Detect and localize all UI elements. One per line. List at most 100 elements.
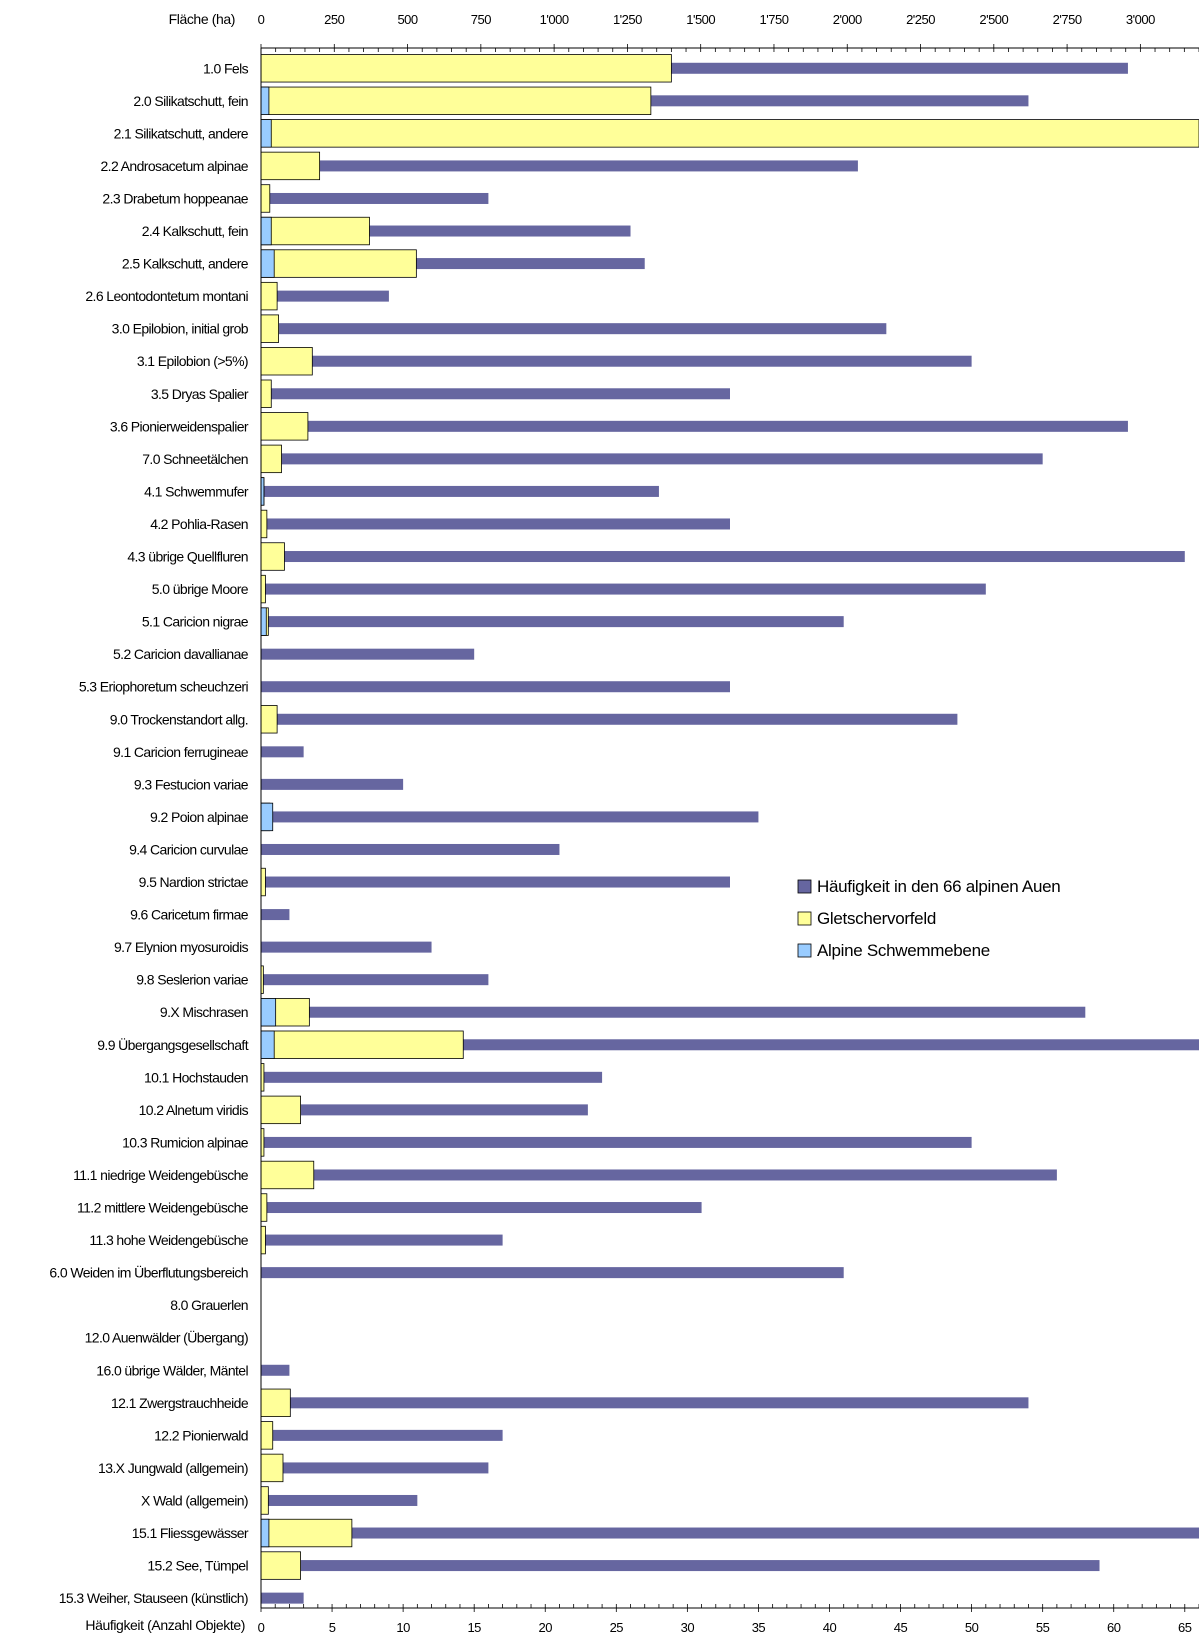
frequency-bar [261,551,1185,562]
frequency-bar [261,1104,588,1115]
category-label: 3.0 Epilobion, initial grob [112,321,249,337]
glacier-area-bar [261,217,369,245]
glacier-area-bar [261,1454,283,1482]
category-label: 4.3 übrige Quellfluren [127,549,248,565]
floodplain-area-bar [261,250,274,278]
category-label: 8.0 Grauerlen [170,1297,248,1313]
glacier-area-bar [261,1161,314,1189]
frequency-bar [261,453,1043,464]
category-label: 12.1 Zwergstrauchheide [111,1395,249,1411]
bottom-axis-tick-label: 25 [610,1620,624,1635]
frequency-bar [261,746,304,757]
glacier-area-bar [261,347,312,375]
bottom-axis-tick-label: 55 [1036,1620,1050,1635]
category-labels: 1.0 Fels 2.0 Silikatschutt, fein 2.1 Silik… [49,48,261,1608]
category-label: X Wald (allgemein) [141,1492,248,1508]
glacier-area-bar [261,87,651,115]
category-label: 13.X Jungwald (allgemein) [98,1460,248,1476]
bottom-axis-tick-label: 5 [329,1620,336,1635]
frequency-bar [261,681,730,692]
frequency-bar [261,1430,503,1441]
top-axis-tick-label: 1'250 [613,12,642,27]
legend-label-frequency: Häufigkeit in den 66 alpinen Auen [817,877,1060,896]
bottom-axis-tick-label: 30 [681,1620,695,1635]
glacier-area-bar [261,413,308,441]
category-label: 9.9 Übergangsgesellschaft [97,1036,248,1053]
frequency-bar [261,909,289,920]
top-axis-tick-label: 1'750 [760,12,789,27]
category-label: 5.2 Caricion davallianae [113,646,249,662]
legend-swatch-glacier [798,912,811,925]
category-label: 4.1 Schwemmufer [144,483,249,499]
frequency-bar [261,942,432,953]
bottom-axis-tick-label: 0 [258,1620,265,1635]
bars-layer [261,55,1199,1604]
frequency-bar [261,616,844,627]
frequency-bar [261,877,730,888]
category-label: 11.3 hohe Weidengebüsche [89,1232,248,1248]
category-label: 9.7 Elynion myosuroidis [114,939,249,955]
legend-swatch-floodplain [798,944,811,957]
category-label: 5.0 übrige Moore [152,581,249,597]
floodplain-area-bar [261,1519,269,1547]
frequency-bar [261,1495,417,1506]
category-label: 3.5 Dryas Spalier [151,386,249,402]
category-label: 15.1 Fliessgewässer [132,1525,249,1541]
glacier-area-bar [261,380,271,408]
glacier-area-bar [261,1552,301,1580]
top-axis-tick-label: 750 [471,12,491,27]
glacier-area-bar [261,1487,268,1515]
bottom-axis-tick-label: 65 [1178,1620,1192,1635]
category-label: 5.1 Caricion nigrae [142,614,249,630]
top-axis-tick-label: 3'000 [1126,12,1155,27]
frequency-bar [261,779,403,790]
frequency-bar [261,1593,304,1604]
category-label: 4.2 Pohlia-Rasen [150,516,248,532]
frequency-bar [261,323,886,334]
top-axis-tick-label: 0 [258,12,265,27]
category-label: 10.1 Hochstauden [144,1069,248,1085]
top-axis: 0 250 500 750 1'000 1'250 1'500 1'750 2'000 2'250… [258,12,1199,52]
frequency-bar [261,584,986,595]
frequency-bar [261,1365,289,1376]
frequency-bar [261,160,858,171]
frequency-bar [261,1267,844,1278]
category-label: 10.2 Alnetum viridis [139,1102,249,1118]
glacier-area-bar [261,1031,463,1059]
glacier-area-bar [261,1422,273,1450]
bottom-axis-tick-label: 40 [823,1620,837,1635]
glacier-area-bar [261,250,416,278]
frequency-bar [261,1202,702,1213]
category-label: 5.3 Eriophoretum scheuchzeri [79,679,249,695]
category-label: 2.4 Kalkschutt, fein [142,223,248,239]
glacier-area-bar [261,445,282,473]
category-label: 9.4 Caricion curvulae [129,841,249,857]
glacier-area-bar [261,1519,352,1547]
glacier-area-bar [261,510,267,538]
category-label: 1.0 Fels [203,60,249,76]
bottom-axis-tick-label: 50 [965,1620,979,1635]
floodplain-area-bar [261,608,266,636]
frequency-bar [261,714,957,725]
frequency-bar [261,486,659,497]
frequency-bar [261,356,972,367]
glacier-area-bar [261,282,277,310]
top-axis-tick-label: 500 [397,12,417,27]
glacier-area-bar [261,575,265,603]
glacier-area-bar [261,1226,265,1254]
category-label: 7.0 Schneetälchen [142,451,248,467]
bottom-axis-tick-label: 10 [396,1620,410,1635]
category-label: 11.1 niedrige Weidengebüsche [73,1167,249,1183]
category-label: 2.2 Androsacetum alpinae [101,158,249,174]
category-label: 9.3 Festucion variae [134,776,249,792]
frequency-bar [261,974,488,985]
bottom-axis-tick-label: 45 [894,1620,908,1635]
frequency-bar [261,1007,1085,1018]
frequency-bar [261,388,730,399]
frequency-bar [261,1397,1028,1408]
glacier-area-bar [261,1389,290,1417]
category-label: 9.2 Poion alpinae [150,809,249,825]
frequency-bar [261,649,474,660]
category-label: 6.0 Weiden im Überflutungsbereich [49,1264,248,1281]
frequency-bar [261,1560,1100,1571]
